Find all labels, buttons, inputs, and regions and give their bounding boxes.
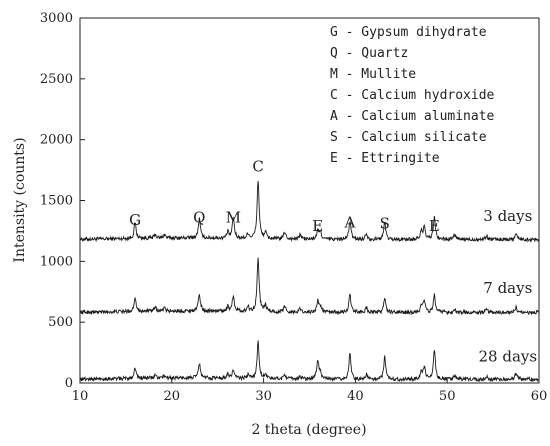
y-tick-label: 3000 [40,11,73,26]
peak-label: G [129,211,141,229]
series-line [79,257,540,316]
y-axis-title: Intensity (counts) [12,137,28,262]
peak-label: S [380,214,390,232]
series-line [79,180,540,243]
x-axis-title: 2 theta (degree) [251,422,366,438]
x-tick-label: 50 [439,389,456,404]
legend-entry: M - Mullite [330,67,416,82]
y-tick-label: 1500 [40,194,73,209]
ticks-layer: 10 20 30 40 50 60 0 500 1000 1500 2000 2500 3000 [40,11,547,404]
series-label: 7 days [483,279,532,297]
peak-label: A [343,213,355,231]
y-tick-label: 1000 [40,254,73,269]
x-tick-label: 40 [347,389,364,404]
plot-frame [79,17,540,384]
legend-entry: E - Ettringite [330,151,440,166]
peak-label: E [312,217,323,235]
y-tick-label: 500 [48,315,73,330]
legend-entry: C - Calcium hydroxide [330,88,495,103]
peak-labels: G Q M C E A S E [129,157,440,235]
x-tick-label: 60 [531,389,548,404]
peak-label: Q [193,208,205,226]
peak-label: C [252,157,263,175]
y-tick-label: 0 [65,376,73,391]
legend-entry: G - Gypsum dihydrate [330,25,487,40]
series-layer [79,180,540,383]
peak-label: M [226,208,241,226]
y-tick-label: 2000 [40,133,73,148]
series-label: 3 days [483,207,532,225]
x-tick-label: 20 [164,389,181,404]
y-tick-label: 2500 [40,72,73,87]
series-labels: 3 days 7 days 28 days [478,207,537,366]
x-tick-label: 30 [255,389,272,404]
legend-entry: S - Calcium silicate [330,130,487,145]
peak-label: E [429,217,440,235]
legend: G - Gypsum dihydrate Q - Quartz M - Mullit… [330,25,495,166]
series-line [79,340,540,383]
series-label: 28 days [478,348,537,366]
legend-entry: A - Calcium aluminate [330,109,495,124]
legend-entry: Q - Quartz [330,46,408,61]
x-tick-label: 10 [72,389,89,404]
